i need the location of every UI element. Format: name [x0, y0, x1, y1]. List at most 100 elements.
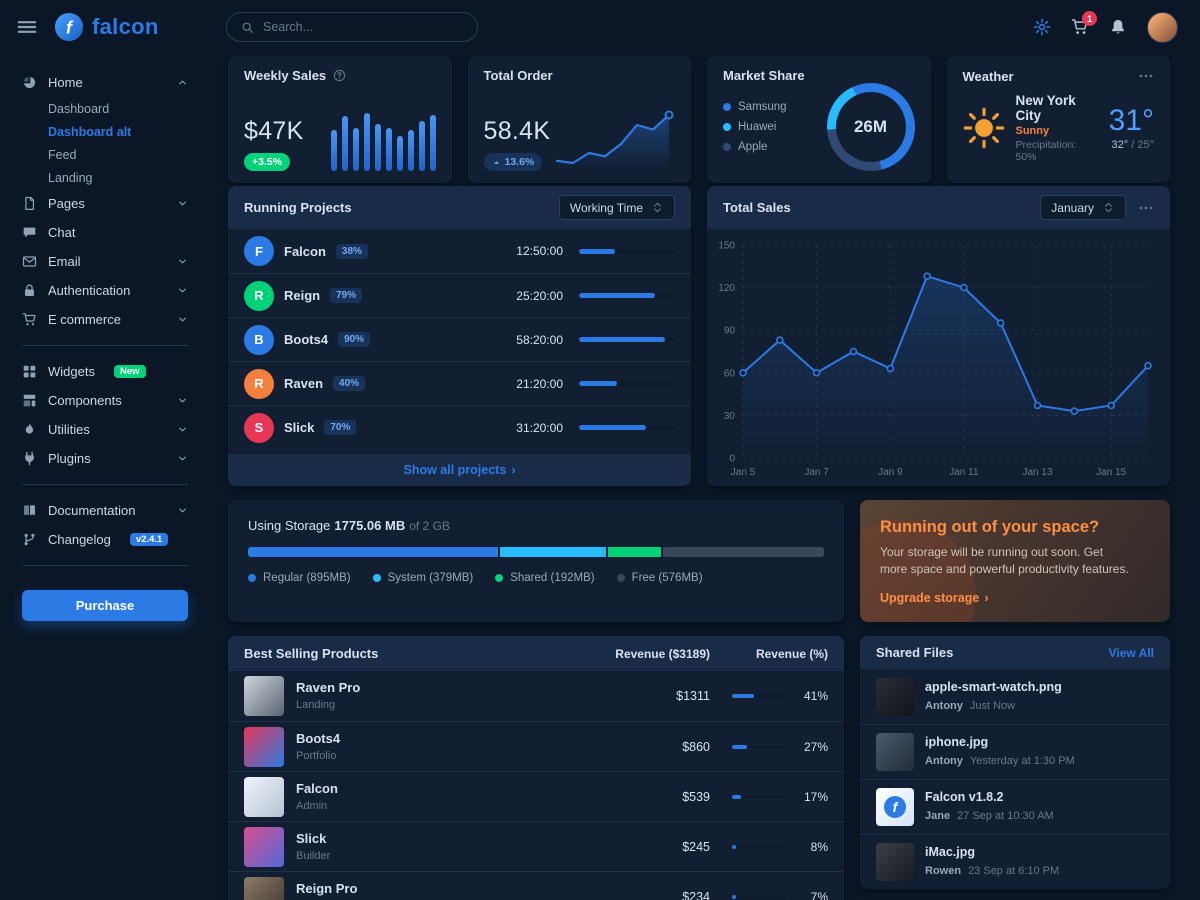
sidebar-item-dashboard-alt[interactable]: Dashboard alt: [48, 124, 132, 139]
revenue-column-header: Revenue ($3189): [615, 646, 710, 661]
sidebar-divider: [22, 345, 188, 346]
utilities-icon: [22, 422, 37, 437]
project-name[interactable]: Slick: [284, 420, 315, 435]
sidebar-badge: New: [113, 364, 146, 379]
product-image: [244, 676, 284, 716]
project-name[interactable]: Boots4: [284, 332, 329, 347]
sidebar-item-documentation[interactable]: Documentation: [22, 496, 188, 525]
bell-icon[interactable]: [1109, 18, 1127, 36]
ellipsis-menu-icon[interactable]: [1138, 200, 1154, 216]
project-name[interactable]: Reign: [284, 288, 321, 303]
sidebar-item-widgets[interactable]: Widgets New: [22, 357, 188, 386]
total-order-badge: 13.6%: [483, 153, 543, 171]
project-name[interactable]: Falcon: [284, 243, 326, 259]
product-category[interactable]: Portfolio: [296, 749, 337, 762]
sidebar-item-feed[interactable]: Feed: [48, 147, 77, 162]
sidebar-item-chat[interactable]: Chat: [22, 218, 188, 247]
svg-text:120: 120: [718, 283, 735, 294]
project-progress-bar: [579, 381, 675, 386]
weekly-sales-chart: [330, 113, 436, 171]
sidebar-item-changelog[interactable]: Changelog v2.4.1: [22, 525, 188, 554]
working-time-select[interactable]: Working Time: [558, 195, 675, 220]
sidebar-item-home[interactable]: Home: [22, 68, 188, 97]
storage-label: Using Storage: [248, 518, 331, 533]
project-avatar: R: [244, 368, 274, 399]
sidebar-item-components[interactable]: Components: [22, 386, 188, 415]
sidebar-item-plugins[interactable]: Plugins: [22, 444, 188, 473]
file-name[interactable]: iMac.jpg: [925, 845, 976, 859]
file-time: 27 Sep at 10:30 AM: [957, 810, 1054, 822]
sun-icon: [963, 107, 1005, 149]
settings-gear-icon[interactable]: [1033, 18, 1051, 36]
file-thumbnail: [876, 733, 914, 771]
user-avatar[interactable]: [1147, 11, 1178, 43]
file-name[interactable]: Falcon v1.8.2: [925, 790, 1004, 804]
sidebar-item-dashboard[interactable]: Dashboard: [48, 101, 110, 116]
sidebar-item-pages[interactable]: Pages: [22, 189, 188, 218]
ellipsis-menu-icon[interactable]: [1138, 68, 1154, 84]
legend-item: Huawei: [723, 121, 787, 133]
storage-used: 1775.06 MB: [334, 518, 406, 533]
select-value: Working Time: [569, 200, 643, 215]
upgrade-storage-link[interactable]: Upgrade storage ›: [880, 591, 989, 605]
file-row: iphone.jpg Antony Yesterday at 1:30 PM: [860, 724, 1170, 779]
search-icon: [241, 21, 254, 34]
sidebar-item-landing[interactable]: Landing: [48, 170, 93, 185]
sidebar-divider: [22, 565, 188, 566]
widgets-icon: [22, 364, 37, 379]
product-percent: 41%: [803, 689, 828, 703]
sidebar-item-email[interactable]: Email: [22, 247, 188, 276]
storage-segment: [607, 547, 662, 557]
card-title: Running Projects: [244, 200, 352, 215]
brand-logo[interactable]: f falcon: [54, 12, 159, 42]
weather-precipitation: Precipitation: 50%: [1015, 138, 1077, 163]
chevron-down-icon: [177, 395, 188, 406]
weekly-sales-bar: [418, 120, 425, 171]
product-category[interactable]: Admin: [296, 799, 328, 812]
storage-row: Using Storage 1775.06 MB of 2 GB Regular (…: [228, 500, 1170, 622]
storage-bar: [248, 547, 824, 557]
product-row: Falcon Admin $539 17%: [228, 771, 844, 821]
weekly-sales-bar: [341, 116, 348, 171]
file-time: Just Now: [969, 699, 1016, 712]
product-name[interactable]: Boots4: [296, 730, 341, 746]
hamburger-menu-button[interactable]: [16, 16, 38, 38]
svg-text:Jan 7: Jan 7: [804, 467, 829, 478]
file-owner: Rowen: [925, 865, 962, 877]
sidebar-item-utilities[interactable]: Utilities: [22, 415, 188, 444]
file-thumbnail: [876, 843, 914, 881]
product-percent: 8%: [810, 840, 828, 854]
product-percent: 27%: [803, 740, 828, 754]
sidebar-item-authentication[interactable]: Authentication: [22, 276, 188, 305]
chevron-down-icon: [177, 285, 188, 296]
upgrade-body: Your storage will be running out soon. G…: [880, 545, 1129, 577]
product-name[interactable]: Slick: [296, 830, 327, 846]
product-name[interactable]: Falcon: [296, 780, 338, 796]
product-name[interactable]: Raven Pro: [296, 679, 361, 695]
question-circle-icon[interactable]: [333, 69, 346, 82]
sidebar-item-label: Widgets: [48, 364, 95, 379]
product-category[interactable]: Builder: [296, 849, 331, 862]
file-name[interactable]: iphone.jpg: [925, 735, 989, 749]
product-progress-bar: [732, 694, 786, 698]
product-name[interactable]: Reign Pro: [296, 880, 358, 896]
navbar-actions: 1: [1033, 11, 1178, 43]
middle-row: Running Projects Working Time F Falcon 38%…: [228, 186, 1170, 486]
file-name[interactable]: apple-smart-watch.png: [925, 679, 1062, 694]
sidebar-item-e-commerce[interactable]: E commerce: [22, 305, 188, 334]
purchase-button[interactable]: Purchase: [22, 590, 188, 621]
chevron-down-icon: [177, 453, 188, 464]
product-revenue: $234: [682, 890, 710, 900]
product-row: Boots4 Portfolio $860 27%: [228, 721, 844, 771]
search-input[interactable]: [263, 20, 463, 34]
svg-text:Jan 13: Jan 13: [1022, 467, 1052, 478]
product-image: [244, 777, 284, 817]
view-all-link[interactable]: View All: [1108, 645, 1154, 660]
cart-button[interactable]: 1: [1071, 11, 1097, 36]
show-all-projects-link[interactable]: Show all projects ›: [404, 463, 516, 477]
project-row: S Slick 70% 31:20:00: [228, 405, 691, 449]
month-select[interactable]: January: [1040, 195, 1126, 220]
upgrade-title: Running out of your space?: [880, 518, 1100, 536]
product-category[interactable]: Landing: [296, 698, 336, 711]
project-name[interactable]: Raven: [284, 376, 324, 391]
